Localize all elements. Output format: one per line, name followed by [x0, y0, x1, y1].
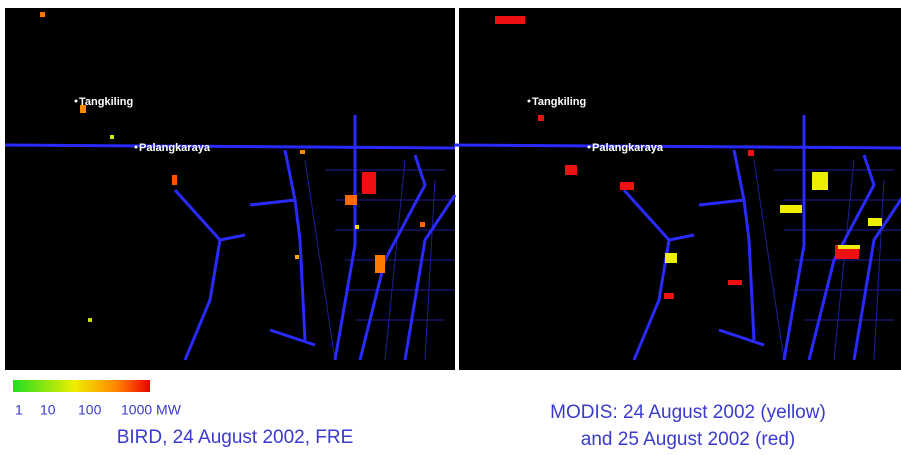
map-background [5, 8, 455, 370]
place-label: Tangkiling [532, 96, 586, 108]
caption: and 25 August 2002 (red) [581, 429, 795, 450]
figure: Tangkiling Palangkaraya Tangkiling Palan… [0, 0, 901, 455]
place-label: Tangkiling [79, 96, 133, 108]
map-background [459, 8, 901, 370]
legend-label: 100 [78, 402, 102, 418]
color-bar [13, 380, 150, 392]
right-panel: Tangkiling Palangkaraya [454, 8, 901, 370]
place-label: Palangkaraya [139, 142, 211, 154]
caption: BIRD, 24 August 2002, FRE [117, 427, 354, 448]
legend-label: 1000 MW [121, 402, 182, 418]
legend: 1 10 100 1000 MW [13, 380, 182, 418]
left-panel: Tangkiling Palangkaraya [5, 8, 455, 370]
place-label: Palangkaraya [592, 142, 664, 154]
caption: MODIS: 24 August 2002 (yellow) [550, 402, 826, 423]
legend-label: 1 [15, 402, 23, 418]
legend-label: 10 [40, 402, 56, 418]
